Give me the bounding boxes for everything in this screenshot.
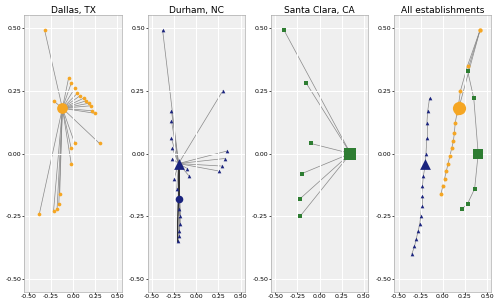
Point: [302, 81, 310, 86]
Point: [437, 191, 445, 196]
Point: [440, 176, 448, 181]
Point: [53, 206, 61, 211]
Point: [40, 28, 48, 33]
Point: [218, 163, 226, 168]
Point: [80, 96, 88, 101]
Point: [470, 186, 478, 191]
Point: [85, 101, 93, 106]
Point: [86, 103, 94, 108]
Point: [450, 131, 458, 136]
Point: [418, 204, 426, 209]
Point: [71, 86, 79, 91]
Point: [456, 88, 464, 93]
Point: [418, 184, 426, 188]
Point: [414, 229, 422, 234]
Point: [67, 161, 75, 166]
Point: [76, 93, 84, 98]
Point: [439, 184, 447, 188]
Point: [176, 229, 184, 234]
Point: [476, 28, 484, 33]
Title: All establishments: All establishments: [401, 5, 484, 15]
Point: [422, 151, 430, 156]
Point: [168, 156, 176, 161]
Point: [71, 141, 79, 146]
Point: [421, 161, 429, 166]
Point: [474, 151, 482, 156]
Point: [423, 136, 431, 141]
Title: Dallas, TX: Dallas, TX: [50, 5, 96, 15]
Point: [216, 169, 224, 174]
Point: [67, 146, 75, 151]
Point: [176, 214, 184, 219]
Point: [168, 108, 175, 113]
Point: [74, 91, 82, 96]
Point: [176, 221, 184, 226]
Point: [176, 206, 184, 211]
Point: [158, 28, 166, 33]
Point: [174, 234, 182, 239]
Point: [450, 138, 458, 143]
Point: [474, 151, 482, 156]
Point: [346, 151, 354, 156]
Point: [220, 156, 228, 161]
Point: [424, 108, 432, 113]
Point: [298, 171, 306, 176]
Point: [420, 174, 428, 178]
Point: [306, 141, 314, 146]
Point: [55, 201, 63, 206]
Point: [168, 118, 175, 123]
Point: [173, 186, 181, 191]
Point: [448, 146, 456, 151]
Point: [454, 101, 462, 106]
Point: [184, 166, 192, 171]
Point: [416, 214, 424, 219]
Point: [168, 136, 175, 141]
Point: [421, 163, 429, 168]
Point: [223, 149, 231, 153]
Point: [91, 111, 99, 116]
Point: [174, 196, 182, 201]
Point: [296, 214, 304, 219]
Point: [170, 176, 178, 181]
Point: [56, 191, 64, 196]
Point: [174, 196, 182, 201]
Point: [96, 141, 104, 146]
Point: [410, 244, 418, 249]
Point: [412, 236, 420, 241]
Point: [423, 121, 431, 126]
Point: [219, 88, 227, 93]
Point: [458, 206, 466, 211]
Point: [88, 108, 96, 113]
Point: [418, 194, 426, 199]
Point: [464, 63, 471, 68]
Point: [464, 68, 471, 73]
Point: [470, 96, 478, 101]
Point: [464, 201, 471, 206]
Point: [64, 76, 72, 81]
Point: [58, 106, 66, 111]
Point: [453, 111, 461, 116]
Point: [446, 154, 454, 159]
Point: [426, 96, 434, 101]
Point: [50, 209, 58, 214]
Point: [50, 98, 58, 103]
Title: Santa Clara, CA: Santa Clara, CA: [284, 5, 355, 15]
Point: [451, 121, 459, 126]
Point: [442, 169, 450, 174]
Point: [280, 28, 288, 33]
Point: [185, 174, 193, 178]
Point: [36, 211, 44, 216]
Title: Durham, NC: Durham, NC: [169, 5, 224, 15]
Point: [82, 98, 90, 103]
Point: [296, 196, 304, 201]
Point: [67, 81, 75, 86]
Point: [408, 252, 416, 257]
Point: [174, 239, 182, 244]
Point: [454, 106, 462, 111]
Point: [174, 161, 182, 166]
Point: [444, 161, 452, 166]
Point: [168, 146, 176, 151]
Point: [416, 221, 424, 226]
